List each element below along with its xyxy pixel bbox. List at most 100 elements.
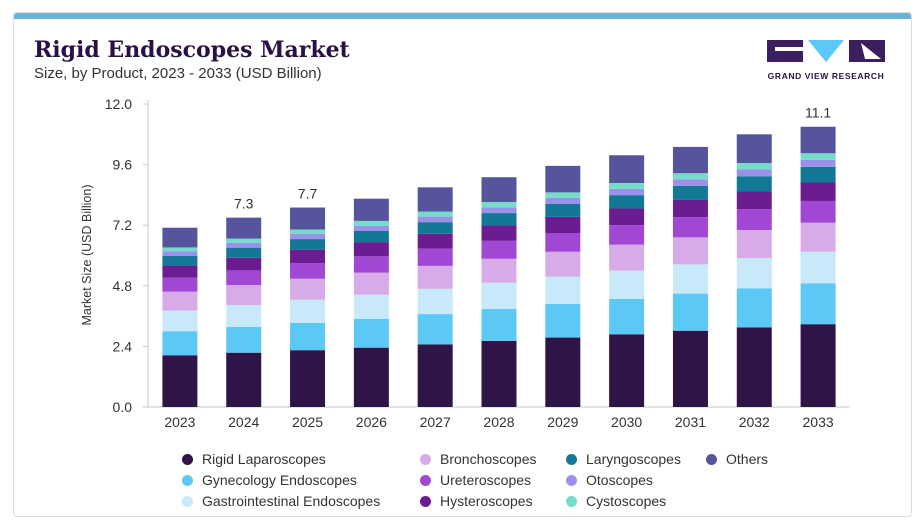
bar-segment [162,265,198,278]
y-tick-label: 12.0 [105,96,132,112]
legend-label: Ureteroscopes [440,472,532,488]
x-tick-label: 2026 [356,414,387,430]
data-label: 7.7 [298,186,318,202]
bar-segment [672,264,708,294]
legend-swatch [420,495,431,507]
legend-swatch [182,453,193,465]
legend-item: Rigid Laparoscopes [182,451,326,467]
top-accent-strip [14,13,911,19]
bar-segment [417,288,453,315]
bar-segment [353,272,389,295]
legend-swatch [182,474,193,486]
bar-segment [162,227,198,248]
bar-segment [417,222,453,234]
bar-segment [672,330,708,407]
bar-segment [481,340,517,407]
bar-segment [800,251,836,284]
bar-segment [609,183,645,189]
bar-segment [736,327,772,407]
bar-segment [290,350,326,407]
bar-segment [545,192,581,198]
bar-segment [736,134,772,164]
bar-segment [481,177,517,202]
y-tick-label: 7.2 [113,217,133,233]
bar-segment [609,208,645,226]
legend-label: Bronchoscopes [440,451,537,467]
bar-segment [609,155,645,184]
y-tick-label: 2.4 [113,338,133,354]
bar-segment [162,310,198,332]
x-tick-label: 2027 [420,414,451,430]
bar-segment [800,126,836,154]
bar-segment [609,334,645,407]
x-tick-label: 2031 [675,414,706,430]
legend-label: Cystoscopes [586,493,667,509]
bar-segment [545,276,581,304]
legend-swatch [566,495,577,507]
legend-label: Gynecology Endoscopes [202,472,357,488]
bar-segment [736,209,772,230]
bar-segment [800,159,836,167]
bar-segment [417,187,453,212]
bar-segment [672,293,708,331]
bar-segment [162,251,198,257]
bar-segment [226,326,262,353]
bar-segment [226,242,262,248]
legend-swatch [182,495,193,507]
bar-segment [353,242,389,257]
bar-segment [290,322,326,351]
bar-segment [481,240,517,259]
bar-segment [545,251,581,277]
bar-segment [226,352,262,407]
bar-segment [290,207,326,230]
bar-segment [353,220,389,226]
legend-item: Cystoscopes [566,493,666,509]
data-label: 11.1 [805,105,831,121]
bar-segment [672,146,708,174]
bar-segment [417,344,453,407]
legend-item: Ureteroscopes [420,472,531,488]
bar-segment [417,314,453,345]
legend-label: Otoscopes [586,472,653,488]
bar-segment [609,270,645,299]
chart-title: Rigid Endoscopes Market [34,37,350,63]
bar-segment [609,188,645,196]
bar-segment [290,229,326,235]
legend-swatch [566,474,577,486]
y-axis-title: Market Size (USD Billion) [80,184,94,325]
bar-segment [353,231,389,243]
legend-item: Laryngoscopes [566,451,681,467]
bar-segment [545,203,581,217]
chart-legend: Rigid Laparoscopes Gynecology Endoscopes G… [182,451,782,516]
bar-segment [736,258,772,289]
chart-subtitle: Size, by Product, 2023 - 2033 (USD Billi… [34,65,322,82]
bar-segment [226,217,262,239]
bar-segment [226,285,262,305]
x-tick-label: 2029 [547,414,578,430]
bar-segment [481,213,517,226]
x-tick-label: 2028 [483,414,514,430]
bar-segment [417,265,453,289]
bar-segment [800,283,836,325]
bar-segment [736,169,772,177]
bar-segment [290,278,326,300]
bar-segment [481,282,517,310]
legend-item: Gastrointestinal Endoscopes [182,493,380,509]
bar-segment [353,347,389,407]
bar-segment [545,233,581,252]
legend-swatch [566,453,577,465]
bar-segment [672,199,708,218]
bar-segment [800,182,836,201]
legend-swatch [706,453,717,465]
bar-segment [353,318,389,348]
bar-segment [481,207,517,214]
legend-label: Others [726,451,769,467]
bar-segment [800,166,836,183]
bar-segment [162,277,198,292]
bar-segment [162,256,198,266]
legend-label: Gastrointestinal Endoscopes [202,493,381,509]
bar-segment [290,239,326,250]
legend-item: Otoscopes [566,472,653,488]
bar-segment [290,299,326,323]
